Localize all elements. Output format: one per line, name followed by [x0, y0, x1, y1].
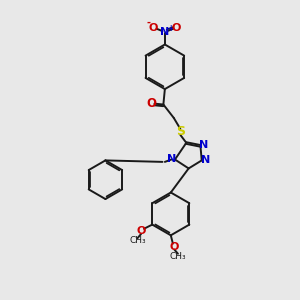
Text: O: O [149, 23, 158, 33]
Text: N: N [160, 27, 170, 37]
Text: S: S [176, 125, 185, 138]
Text: CH₃: CH₃ [169, 252, 186, 261]
Text: O: O [170, 242, 179, 252]
Text: N: N [199, 140, 208, 150]
Text: O: O [146, 97, 156, 110]
Text: -: - [146, 18, 151, 28]
Text: N: N [167, 154, 176, 164]
Text: N: N [201, 155, 210, 165]
Text: O: O [136, 226, 146, 236]
Text: O: O [172, 23, 181, 33]
Text: CH₃: CH₃ [129, 236, 146, 245]
Text: +: + [167, 24, 173, 33]
